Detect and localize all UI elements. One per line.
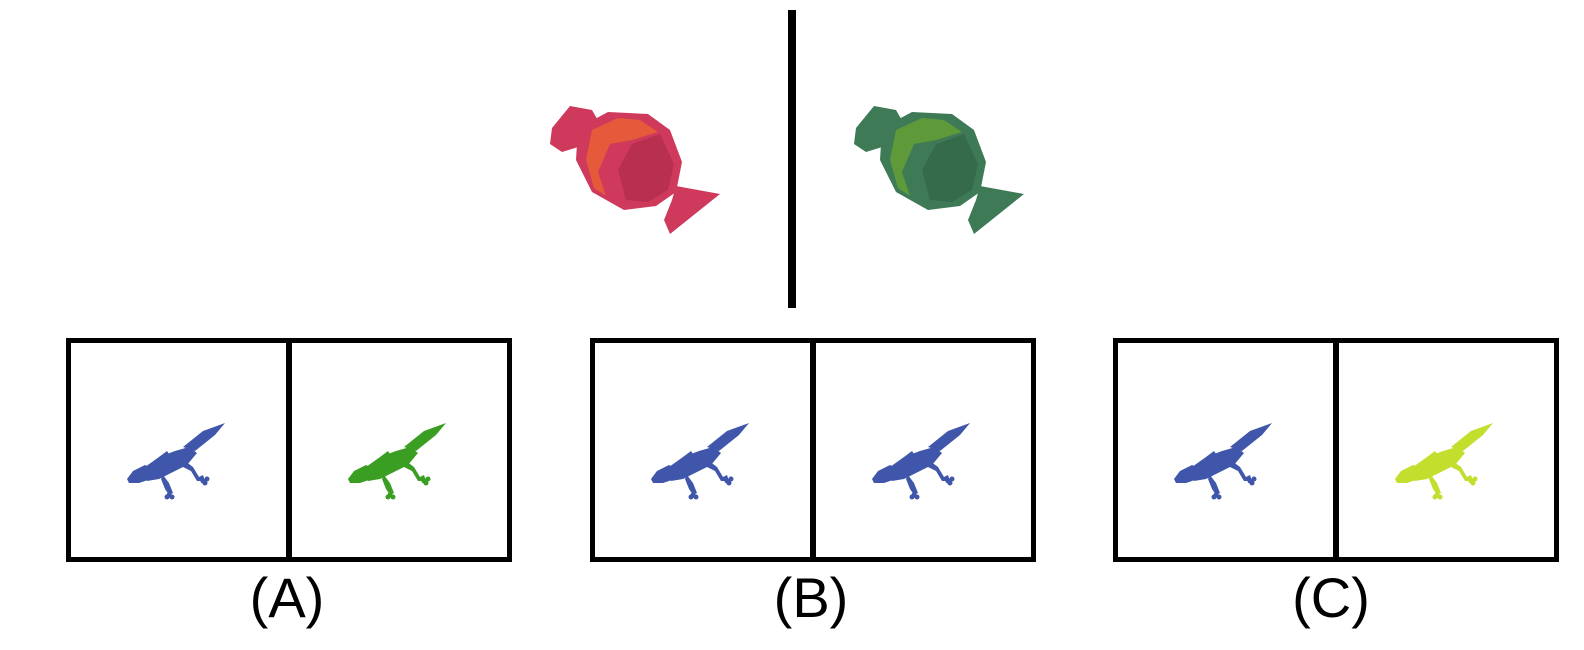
candy-icon — [854, 106, 1024, 234]
candy-icon — [550, 106, 720, 234]
option-b-left-cell — [595, 343, 810, 557]
option-a-left-cell — [71, 343, 286, 557]
option-a-panel[interactable] — [66, 338, 512, 562]
option-b-divider — [810, 343, 816, 557]
lizard-icon — [872, 423, 970, 500]
option-c-right-cell — [1339, 343, 1554, 557]
option-c-left-cell — [1118, 343, 1333, 557]
option-c-divider — [1333, 343, 1339, 557]
option-a-divider — [286, 343, 292, 557]
query-left-candy — [548, 100, 728, 245]
option-b-panel[interactable] — [590, 338, 1036, 562]
option-b-right-cell — [816, 343, 1031, 557]
lizard-icon — [1395, 423, 1493, 500]
option-b-label[interactable]: (B) — [773, 566, 849, 629]
lizard-icon — [1174, 423, 1272, 500]
query-right-candy — [852, 100, 1032, 245]
lizard-icon — [348, 423, 446, 500]
lizard-icon — [127, 423, 225, 500]
option-a-label[interactable]: (A) — [249, 566, 325, 629]
lizard-icon — [651, 423, 749, 500]
option-c-label[interactable]: (C) — [1292, 566, 1370, 629]
option-c-panel[interactable] — [1113, 338, 1559, 562]
option-a-right-cell — [292, 343, 507, 557]
query-divider — [788, 10, 796, 308]
